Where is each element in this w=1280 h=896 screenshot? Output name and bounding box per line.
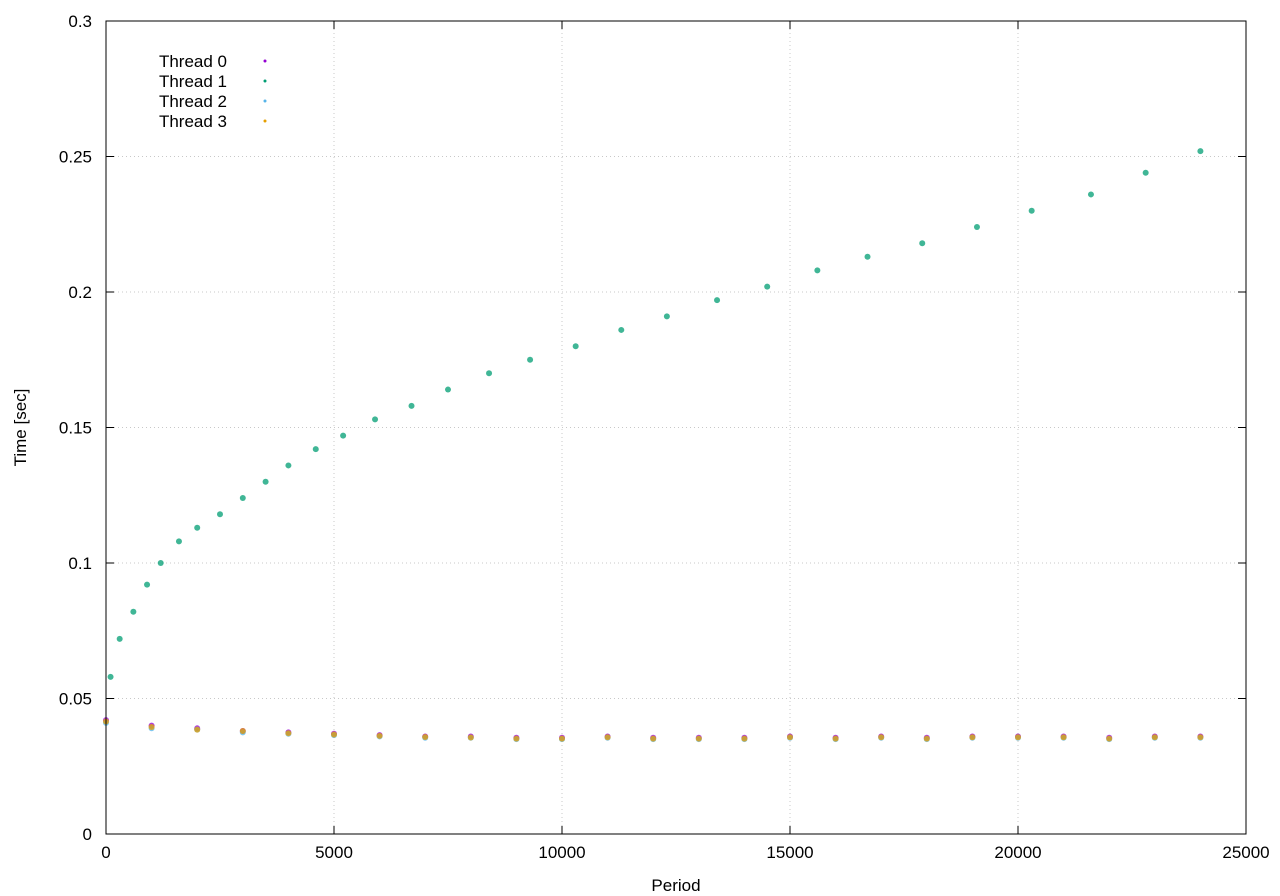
y-tick-label: 0.3: [68, 12, 92, 31]
data-point: [618, 326, 625, 333]
x-tick-label: 10000: [538, 843, 585, 862]
tick-labels: 0 5000 10000 15000 20000 25000 0 0.05 0.1 0.15 0.2…: [59, 12, 1270, 862]
data-point: [969, 734, 976, 741]
x-tick-label: 0: [101, 843, 110, 862]
data-point: [919, 240, 926, 247]
data-point: [864, 253, 871, 260]
data-point: [973, 223, 980, 230]
scatter-points: [103, 148, 1204, 743]
data-point: [331, 731, 337, 738]
legend-entry-label: Thread 3: [159, 112, 227, 131]
data-point: [559, 735, 565, 742]
y-axis-label: Time [sec]: [11, 389, 30, 467]
legend-marker: [263, 59, 267, 63]
data-point: [1151, 734, 1158, 741]
data-point: [467, 734, 474, 741]
x-tick-label: 20000: [994, 843, 1041, 862]
x-tick-label: 15000: [766, 843, 813, 862]
data-point: [422, 733, 429, 740]
data-point: [194, 726, 201, 733]
data-point: [144, 581, 151, 588]
data-point: [878, 734, 885, 741]
data-point: [217, 511, 223, 518]
data-point: [116, 635, 123, 642]
data-point: [527, 356, 534, 363]
legend-entry-label: Thread 0: [159, 52, 227, 71]
legend-marker: [263, 79, 267, 83]
legend-marker: [263, 119, 267, 123]
data-point: [262, 478, 269, 485]
data-point: [814, 267, 821, 274]
data-point: [372, 416, 379, 423]
data-point: [604, 734, 611, 741]
data-point: [572, 343, 579, 350]
data-point: [376, 732, 383, 739]
x-axis-label: Period: [651, 876, 700, 895]
data-point: [1142, 169, 1149, 176]
data-point: [923, 735, 930, 742]
data-point: [239, 728, 246, 735]
data-point: [148, 723, 155, 730]
y-tick-label: 0.05: [59, 690, 92, 709]
data-point: [486, 370, 493, 377]
data-point: [157, 560, 164, 566]
data-point: [340, 432, 347, 439]
legend-entry-label: Thread 1: [159, 72, 227, 91]
data-point: [787, 734, 793, 741]
data-point: [1087, 191, 1094, 198]
data-point: [408, 402, 415, 409]
y-tick-label: 0.2: [68, 283, 92, 302]
data-point: [741, 735, 748, 742]
y-tick-label: 0: [83, 825, 92, 844]
legend-entry-label: Thread 2: [159, 92, 227, 111]
data-point: [130, 608, 137, 615]
data-point: [285, 730, 292, 737]
data-point: [1028, 207, 1035, 214]
y-tick-label: 0.15: [59, 419, 92, 438]
data-point: [714, 297, 721, 304]
data-point: [1015, 734, 1021, 741]
data-point: [650, 735, 657, 742]
data-point: [445, 386, 451, 393]
y-tick-label: 0.1: [68, 554, 92, 573]
axis-ticks: [105, 20, 1247, 835]
data-point: [1197, 734, 1204, 741]
data-point: [764, 283, 771, 290]
data-point: [832, 735, 839, 742]
data-point: [1106, 735, 1113, 742]
x-tick-label: 5000: [315, 843, 353, 862]
data-point: [1197, 148, 1204, 155]
data-point: [312, 446, 319, 453]
data-point: [1060, 734, 1067, 741]
data-point: [175, 538, 182, 545]
data-point: [663, 313, 670, 320]
y-tick-label: 0.25: [59, 148, 92, 167]
data-point: [513, 735, 520, 742]
data-point: [107, 673, 114, 680]
data-point: [194, 524, 201, 531]
legend-marker: [263, 99, 267, 103]
data-point: [285, 462, 292, 469]
data-point: [695, 735, 702, 742]
data-point: [239, 494, 246, 501]
x-tick-label: 25000: [1222, 843, 1269, 862]
